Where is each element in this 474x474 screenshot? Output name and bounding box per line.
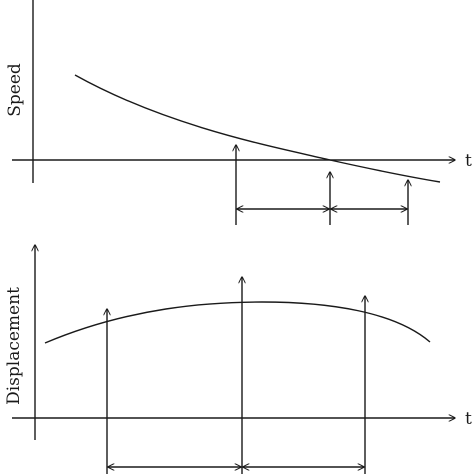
displacement-panel xyxy=(12,245,455,474)
displacement-curve xyxy=(44,301,431,344)
displacement-x-label: t xyxy=(465,409,472,429)
speed-x-label: t xyxy=(465,151,472,171)
speed-y-label: Speed xyxy=(5,63,25,117)
displacement-y-label: Displacement xyxy=(4,287,24,405)
speed-panel xyxy=(12,0,455,225)
speed-curve xyxy=(74,74,441,183)
